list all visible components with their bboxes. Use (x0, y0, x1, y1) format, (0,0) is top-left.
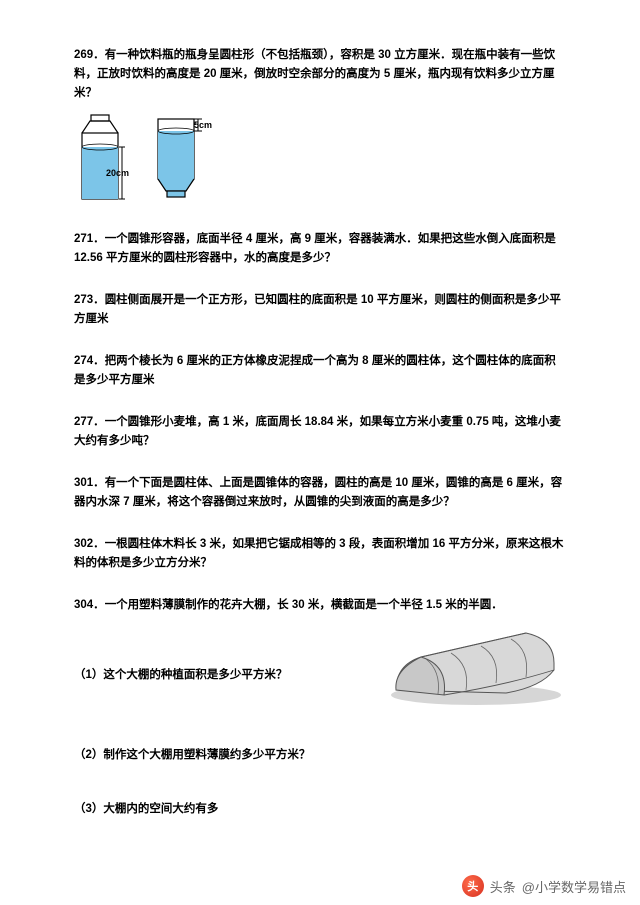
problem-273-text: 273．圆柱侧面展开是一个正方形，已知圆柱的底面积是 10 平方厘米，则圆柱的侧… (74, 291, 566, 329)
problem-277: 277．一个圆锥形小麦堆，高 1 米，底面周长 18.84 米，如果每立方米小麦… (74, 413, 566, 451)
footer-brand: 头条 (490, 877, 516, 896)
problem-304-sub2: （2）制作这个大棚用塑料薄膜约多少平方米？ (74, 746, 566, 765)
greenhouse-icon (366, 615, 566, 710)
problem-273: 273．圆柱侧面展开是一个正方形，已知圆柱的底面积是 10 平方厘米，则圆柱的侧… (74, 291, 566, 329)
problem-304-sub3: （3）大棚内的空间大约有多 (74, 800, 566, 819)
label-5cm: 5cm (194, 120, 212, 130)
problem-304: 304．一个用塑料薄膜制作的花卉大棚，长 30 米，横截面是一个半径 1.5 米… (74, 596, 566, 820)
problem-274: 274．把两个棱长为 6 厘米的正方体橡皮泥捏成一个高为 8 厘米的圆柱体，这个… (74, 352, 566, 390)
problem-277-text: 277．一个圆锥形小麦堆，高 1 米，底面周长 18.84 米，如果每立方米小麦… (74, 413, 566, 451)
problem-271: 271．一个圆锥形容器，底面半径 4 厘米，高 9 厘米，容器装满水．如果把这些… (74, 230, 566, 268)
problem-274-text: 274．把两个棱长为 6 厘米的正方体橡皮泥捏成一个高为 8 厘米的圆柱体，这个… (74, 352, 566, 390)
bottle-figures: 20cm 5cm (74, 111, 566, 207)
bottle-upright-icon: 20cm (74, 111, 130, 207)
footer: 头 头条 @小学数学易错点 (462, 875, 626, 897)
footer-account: @小学数学易错点 (522, 877, 626, 896)
problem-271-text: 271．一个圆锥形容器，底面半径 4 厘米，高 9 厘米，容器装满水．如果把这些… (74, 230, 566, 268)
problem-302-text: 302．一根圆柱体木料长 3 米，如果把它锯成相等的 3 段，表面积增加 16 … (74, 535, 566, 573)
problem-302: 302．一根圆柱体木料长 3 米，如果把它锯成相等的 3 段，表面积增加 16 … (74, 535, 566, 573)
problem-269: 269．有一种饮料瓶的瓶身呈圆柱形（不包括瓶颈），容积是 30 立方厘米．现在瓶… (74, 46, 566, 207)
label-20cm: 20cm (106, 168, 129, 178)
problem-301: 301．有一个下面是圆柱体、上面是圆锥体的容器，圆柱的高是 10 厘米，圆锥的高… (74, 474, 566, 512)
problem-301-text: 301．有一个下面是圆柱体、上面是圆锥体的容器，圆柱的高是 10 厘米，圆锥的高… (74, 474, 566, 512)
problem-304-text: 304．一个用塑料薄膜制作的花卉大棚，长 30 米，横截面是一个半径 1.5 米… (74, 596, 566, 615)
problem-304-sub1: （1）这个大棚的种植面积是多少平方米？ (74, 666, 336, 685)
toutiao-logo-icon: 头 (462, 875, 484, 897)
bottle-inverted-icon: 5cm (150, 111, 212, 207)
problem-269-text: 269．有一种饮料瓶的瓶身呈圆柱形（不包括瓶颈），容积是 30 立方厘米．现在瓶… (74, 46, 566, 103)
